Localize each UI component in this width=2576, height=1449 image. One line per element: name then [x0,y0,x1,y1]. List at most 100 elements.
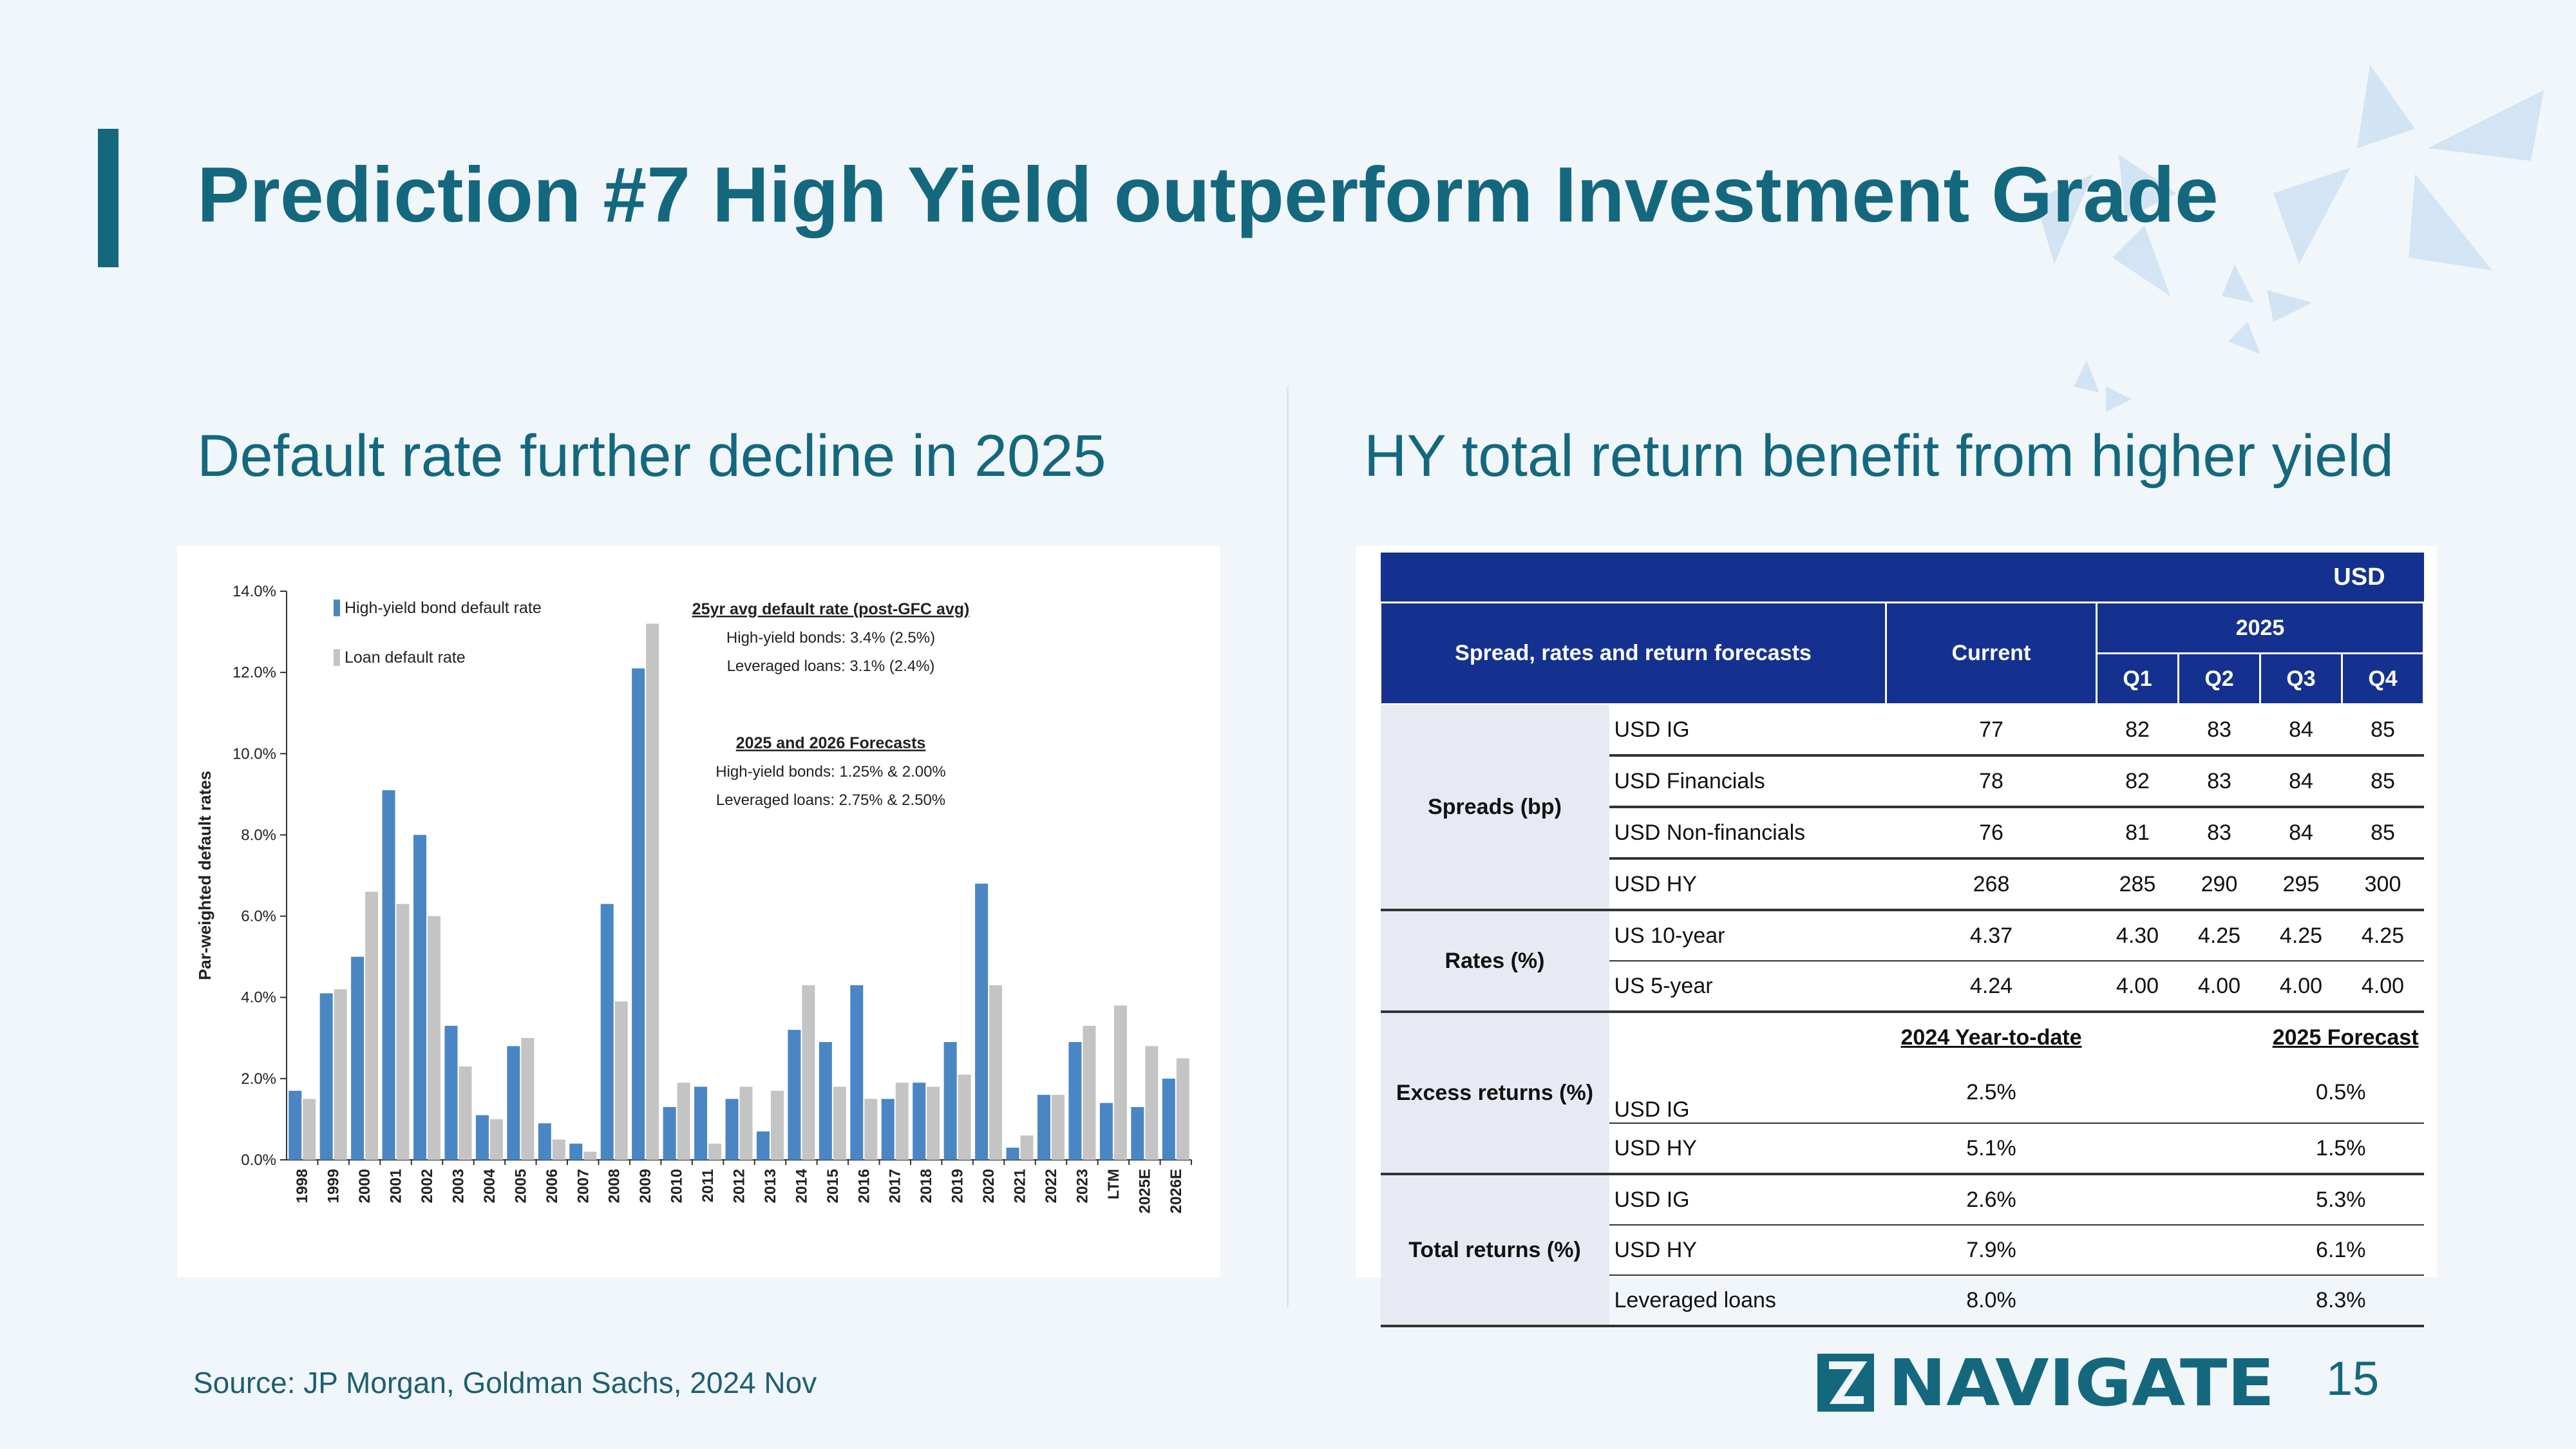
bar-loan-2009 [646,623,659,1160]
bar-loan-2026E [1176,1058,1189,1160]
bar-hy-2008 [600,904,614,1160]
cell-q2: 83 [2178,755,2260,808]
header-current: Current [1885,601,2098,705]
cell-q4: 85 [2342,704,2424,757]
table-row: Leveraged loans 8.0% 8.3% [1381,1275,2424,1327]
cell-ytd: 2.6% [1886,1174,2097,1226]
navigate-logo-text: NAVIGATE [1888,1347,2275,1418]
bar-hy-2016 [850,985,864,1160]
bar-hy-2000 [351,956,365,1160]
x-tick-label: 2026E [1168,1169,1185,1213]
bar-hy-2015 [819,1042,832,1160]
cell-current: 4.24 [1886,961,2097,1013]
y-tick-label: 8.0% [241,826,276,844]
bar-loan-2020 [989,985,1003,1160]
bar-loan-2023 [1083,1025,1096,1160]
section-excess-returns: Excess returns (%) [1380,1012,1609,1175]
x-tick-label: 2022 [1043,1169,1060,1203]
cell-q4: 85 [2342,755,2424,808]
y-tick-label: 12.0% [232,664,276,681]
default-rate-chart: 0.0% 2.0% 4.0% 6.0% 8.0% 10.0% 12.0% 14.0% Par-w… [177,546,1220,1277]
x-tick-label: 2010 [668,1169,686,1203]
row-label: US 5-year [1609,961,1886,1013]
x-tick-label: 2004 [481,1168,498,1203]
bar-hy-2004 [475,1115,489,1160]
cell-forecast: 1.5% [2096,1123,2424,1175]
x-tick-label: 2025E [1136,1169,1153,1213]
bar-hy-1998 [289,1090,302,1160]
table-row: USD HY 7.9% 6.1% [1381,1225,2424,1276]
cell-q3: 4.00 [2260,961,2342,1013]
x-tick-label: 2001 [388,1169,405,1203]
bar-loan-2010 [677,1083,690,1160]
page-number: 15 [2326,1352,2380,1405]
bar-hy-2010 [663,1107,676,1160]
default-rate-chart-svg: 0.0% 2.0% 4.0% 6.0% 8.0% 10.0% 12.0% 14.0% Par-w… [195,583,1192,1213]
cell-q4: 4.00 [2342,961,2424,1013]
cell-q1: 81 [2096,807,2179,860]
bar-loan-2008 [614,1001,628,1160]
row-label: USD Non-financials [1609,807,1886,860]
header-q3: Q3 [2259,652,2343,705]
navigate-logo-mark-icon [1817,1354,1874,1412]
x-tick-label: 2009 [637,1169,654,1203]
bar-loan-LTM [1113,1005,1127,1160]
annotation-heading: 25yr avg default rate (post-GFC avg) [692,600,970,618]
cell-forecast: 5.3% [2096,1174,2424,1226]
row-label: USD IG [1609,704,1886,757]
table-row: USD Non-financials 76 81 83 84 85 [1381,807,2424,860]
bar-loan-2022 [1051,1095,1065,1160]
header-q1: Q1 [2096,652,2179,705]
cell-ytd: 5.1% [1886,1123,2097,1175]
header-spread-rates: Spread, rates and return forecasts [1379,601,1887,705]
section-rates: Rates (%) [1380,910,1609,1013]
y-tick-label: 0.0% [241,1151,276,1169]
bar-hy-2022 [1037,1095,1050,1160]
x-tick-label: 2023 [1074,1169,1091,1203]
row-label: USD IG [1609,1174,1886,1226]
cell-q3: 84 [2260,704,2342,757]
ytd-header: 2024 Year-to-date [1900,1025,2082,1050]
table-row: USD IG 2.5% 0.5% [1381,1062,2424,1124]
x-tick-label: 2011 [699,1169,717,1202]
cell-current: 76 [1886,807,2097,860]
x-tick-label: 2012 [731,1169,748,1203]
bar-loan-2016 [864,1099,878,1160]
cell-forecast: 0.5% [2096,1062,2424,1124]
bar-hy-2003 [444,1025,458,1160]
forecast-header: 2025 Forecast [2272,1025,2419,1050]
bar-hy-LTM [1099,1103,1113,1160]
x-tick-label: 2020 [980,1169,998,1203]
cell-q2: 4.00 [2178,961,2260,1013]
table-row: USD HY 5.1% 1.5% [1381,1123,2424,1175]
bar-loan-2018 [927,1086,940,1160]
bar-loan-2012 [739,1086,753,1160]
y-axis-label: Par-weighted default rates [195,771,214,980]
x-tick-label: 2014 [793,1168,810,1203]
bar-hy-2011 [694,1086,708,1160]
bar-loan-2000 [365,891,379,1160]
y-tick-label: 10.0% [232,745,276,762]
x-tick-label: 2021 [1012,1169,1029,1203]
table-header-row: USD [1380,553,2424,603]
table-row: US 5-year 4.24 4.00 4.00 4.00 4.00 [1381,961,2424,1013]
cell-q3: 84 [2260,807,2342,860]
cell-current: 77 [1886,704,2097,757]
x-tick-label: 2019 [949,1169,967,1203]
table-header-row: Q1 Q2 Q3 Q4 [1381,652,2425,705]
bar-loan-2019 [958,1074,971,1160]
section-spreads: Spreads (bp) [1380,704,1609,911]
annotation-line: Leveraged loans: 2.75% & 2.50% [716,791,945,809]
x-tick-label: 2000 [356,1169,374,1203]
table-row: Excess returns (%) 2024 Year-to-date 202… [1380,1012,2424,1175]
bar-loan-2017 [895,1083,909,1160]
bar-hy-2019 [943,1042,957,1160]
empty-cell [1609,1012,1886,1062]
cell-ytd: 7.9% [1886,1225,2097,1276]
section-total-returns: Total returns (%) [1380,1174,1609,1327]
bar-hy-2002 [413,835,427,1160]
cell-q3: 295 [2260,858,2342,911]
x-tick-label: 2007 [574,1169,592,1203]
row-label: USD IG [1609,1062,1886,1124]
x-tick-label: LTM [1105,1169,1122,1200]
